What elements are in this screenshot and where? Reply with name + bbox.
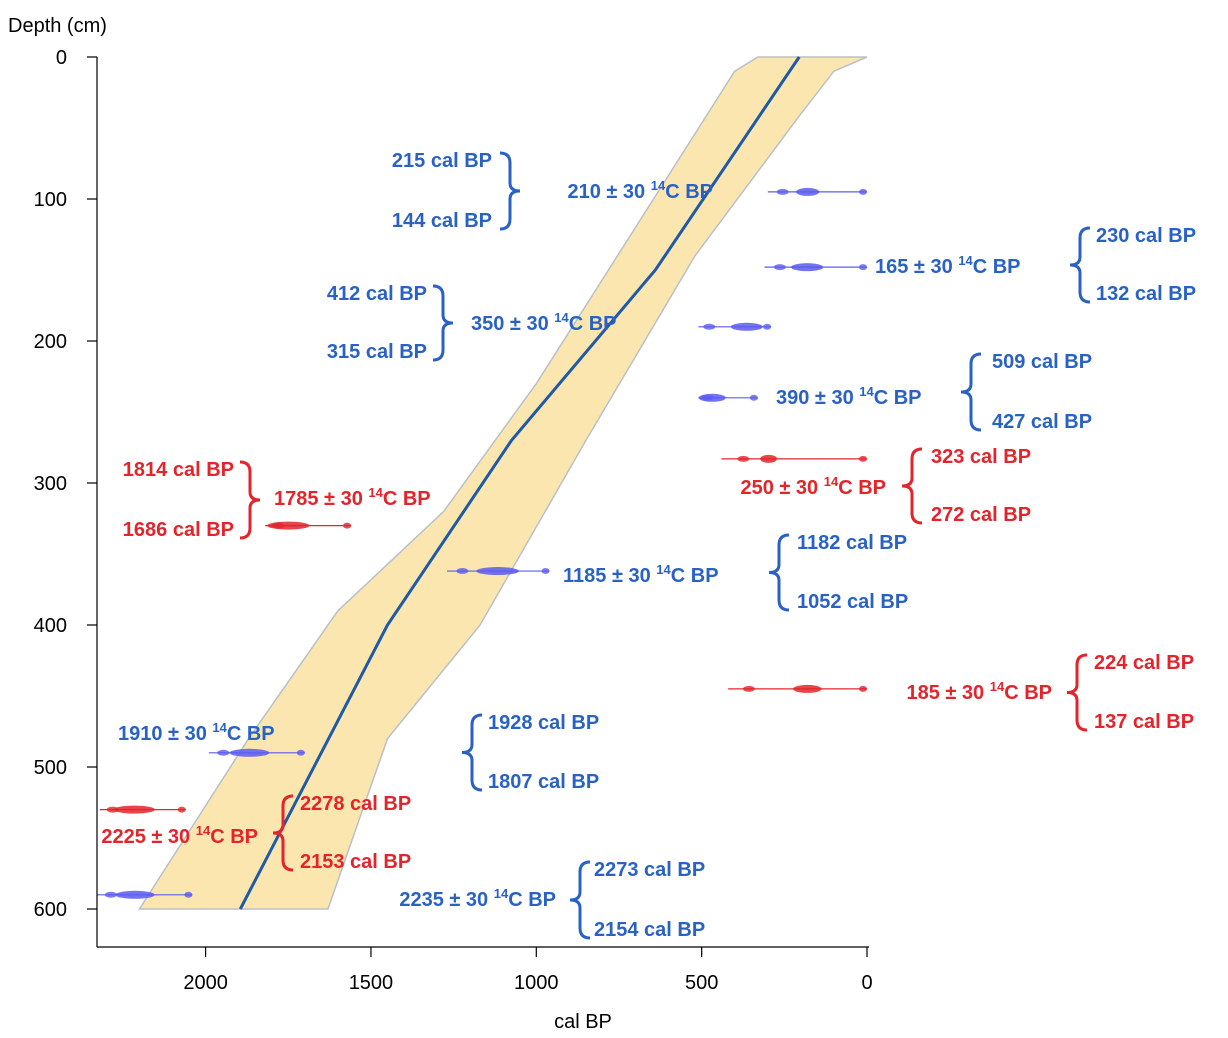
y-tick-label: 400 — [34, 615, 67, 637]
radiocarbon-label: 185 ± 30 14C BP — [906, 679, 1052, 704]
confidence-envelope — [138, 56, 868, 910]
probability-mass — [859, 685, 867, 692]
cal-bp-lower: 132 cal BP — [1096, 283, 1196, 305]
date-brace — [1066, 653, 1088, 732]
date-brace — [432, 284, 454, 362]
probability-mass — [760, 454, 778, 463]
x-tick-label: 500 — [685, 972, 718, 994]
probability-mass — [177, 806, 186, 813]
axes: 0 100 200 300 400 500 600 2000 1500 1000 500 0 — [34, 47, 873, 994]
cal-bp-upper: 230 cal BP — [1096, 225, 1196, 247]
probability-mass — [742, 685, 755, 692]
radiocarbon-label: 1910 ± 30 14C BP — [118, 720, 275, 745]
cal-bp-lower: 427 cal BP — [992, 411, 1092, 433]
y-tick-label: 100 — [34, 189, 67, 211]
probability-mass — [184, 891, 193, 898]
cal-bp-upper: 215 cal BP — [392, 150, 492, 172]
date-annotations: 210 ± 30 14C BP 215 cal BP 144 cal BP 165 ±… — [101, 150, 1196, 941]
age-depth-model-line — [238, 56, 801, 910]
probability-mass — [106, 806, 119, 813]
date-brace — [461, 713, 483, 792]
date-brace — [960, 352, 982, 432]
radiocarbon-label: 165 ± 30 14C BP — [875, 253, 1021, 278]
date-brace — [272, 794, 294, 872]
probability-mass — [763, 323, 772, 330]
cal-bp-lower: 2153 cal BP — [300, 851, 411, 873]
probability-mass — [476, 567, 520, 576]
radiocarbon-label: 2225 ± 30 14C BP — [101, 823, 258, 848]
probability-mass — [217, 749, 230, 756]
probability-mass — [859, 455, 867, 462]
date-brace — [239, 460, 261, 540]
cal-bp-lower: 1807 cal BP — [488, 771, 599, 793]
radiocarbon-label: 390 ± 30 14C BP — [776, 384, 922, 409]
radiocarbon-label: 1785 ± 30 14C BP — [274, 485, 431, 510]
radiocarbon-label: 1185 ± 30 14C BP — [563, 562, 719, 587]
probability-mass — [104, 891, 117, 898]
x-tick-label: 2000 — [183, 972, 228, 994]
y-tick-label: 300 — [34, 473, 67, 495]
cal-bp-lower: 144 cal BP — [392, 210, 492, 232]
cal-bp-lower: 315 cal BP — [327, 341, 427, 363]
y-tick-label: 500 — [34, 757, 67, 779]
model-line-layer — [238, 56, 801, 910]
radiocarbon-label: 210 ± 30 14C BP — [567, 178, 713, 203]
probability-mass — [773, 264, 786, 271]
x-tick-label: 1500 — [349, 972, 394, 994]
cal-bp-upper: 323 cal BP — [931, 446, 1031, 468]
cal-bp-upper: 412 cal BP — [327, 283, 427, 305]
cal-bp-upper: 1928 cal BP — [488, 712, 599, 734]
probability-mass — [541, 568, 550, 575]
cal-bp-upper: 1182 cal BP — [797, 532, 907, 554]
probability-mass — [776, 188, 789, 195]
probability-mass — [749, 394, 758, 401]
y-tick-label: 0 — [56, 47, 67, 69]
probability-mass — [229, 748, 270, 757]
radiocarbon-label: 350 ± 30 14C BP — [471, 310, 617, 335]
y-axis-label: Depth (cm) — [8, 15, 107, 37]
radiocarbon-label: 250 ± 30 14C BP — [740, 474, 886, 499]
x-tick-label: 1000 — [514, 972, 559, 994]
probability-mass — [737, 455, 750, 462]
cal-bp-upper: 2278 cal BP — [300, 793, 411, 815]
probability-mass — [343, 522, 352, 529]
date-brace — [499, 151, 521, 231]
cal-bp-lower: 2154 cal BP — [594, 919, 705, 941]
cal-bp-upper: 1814 cal BP — [123, 459, 234, 481]
probability-mass — [703, 323, 716, 330]
cal-bp-lower: 272 cal BP — [931, 504, 1031, 526]
cal-bp-lower: 1686 cal BP — [123, 519, 234, 541]
date-brace — [569, 860, 591, 940]
cal-bp-upper: 2273 cal BP — [594, 859, 705, 881]
probability-mass — [795, 187, 820, 196]
y-tick-label: 200 — [34, 331, 67, 353]
x-axis-label: cal BP — [554, 1011, 612, 1033]
x-tick-label: 0 — [861, 972, 872, 994]
probability-mass — [792, 684, 822, 693]
probability-mass — [859, 188, 867, 195]
distributions-layer — [96, 187, 867, 899]
date-brace — [1069, 226, 1091, 304]
probability-mass — [296, 749, 305, 756]
cal-bp-lower: 1052 cal BP — [797, 591, 908, 613]
date-brace — [901, 447, 923, 525]
probability-mass — [272, 522, 285, 529]
envelope-layer — [138, 56, 868, 910]
cal-bp-upper: 224 cal BP — [1094, 652, 1194, 674]
probability-mass — [701, 394, 714, 401]
probability-mass — [113, 805, 156, 814]
probability-mass — [859, 264, 867, 271]
cal-bp-upper: 509 cal BP — [992, 351, 1092, 373]
probability-mass — [456, 568, 469, 575]
probability-mass — [730, 322, 763, 331]
cal-bp-lower: 137 cal BP — [1094, 711, 1194, 733]
date-brace — [768, 533, 790, 612]
radiocarbon-label: 2235 ± 30 14C BP — [399, 886, 556, 911]
probability-mass — [790, 263, 824, 272]
y-tick-label: 600 — [34, 899, 67, 921]
probability-mass — [115, 890, 155, 899]
